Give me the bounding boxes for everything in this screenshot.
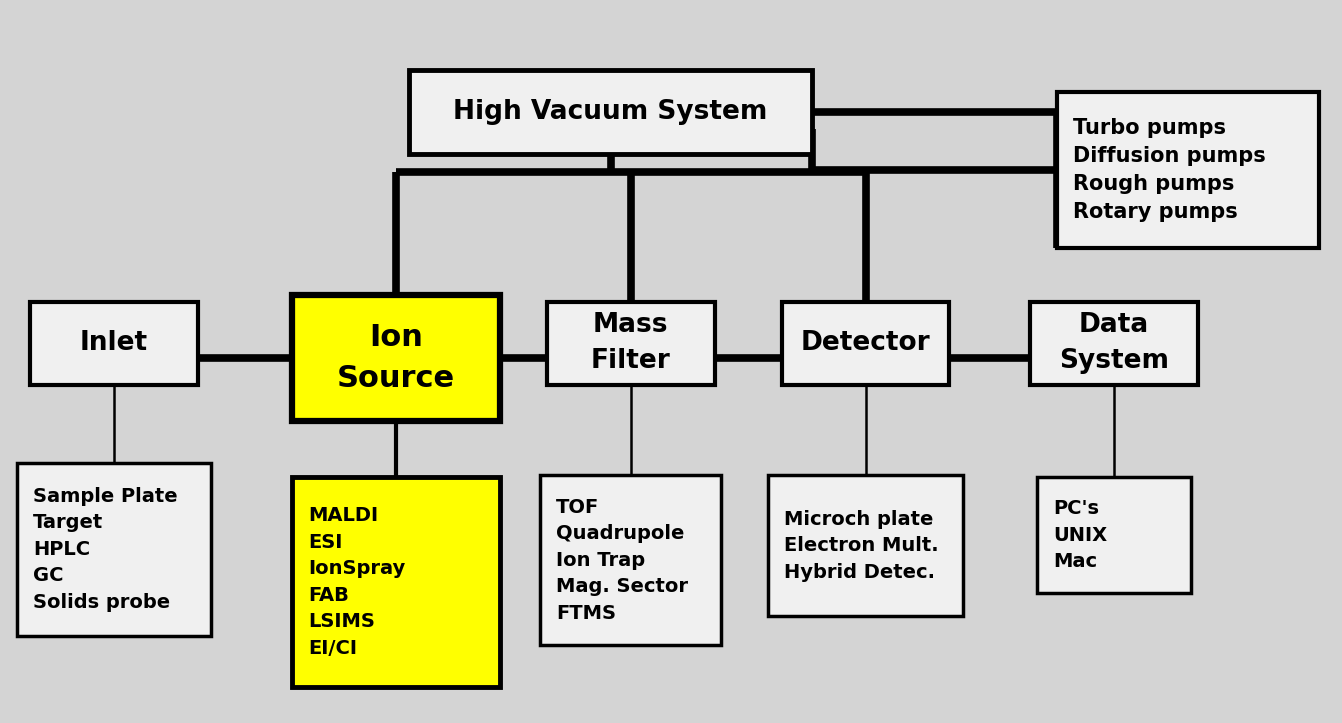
- Text: Inlet: Inlet: [81, 330, 148, 356]
- Text: TOF
Quadrupole
Ion Trap
Mag. Sector
FTMS: TOF Quadrupole Ion Trap Mag. Sector FTMS: [557, 498, 688, 623]
- Bar: [768, 476, 964, 616]
- Bar: [31, 302, 199, 385]
- Bar: [539, 476, 722, 645]
- Bar: [409, 71, 812, 154]
- Text: MALDI
ESI
IonSpray
FAB
LSIMS
EI/CI: MALDI ESI IonSpray FAB LSIMS EI/CI: [307, 506, 405, 658]
- Text: High Vacuum System: High Vacuum System: [454, 99, 768, 125]
- Text: Sample Plate
Target
HPLC
GC
Solids probe: Sample Plate Target HPLC GC Solids probe: [34, 487, 177, 612]
- Bar: [1036, 477, 1190, 593]
- Text: Data
System: Data System: [1059, 312, 1169, 375]
- Bar: [1057, 92, 1318, 247]
- Text: Mass
Filter: Mass Filter: [590, 312, 671, 375]
- Bar: [1031, 302, 1197, 385]
- Text: Ion
Source: Ion Source: [337, 323, 455, 393]
- Bar: [548, 302, 714, 385]
- Bar: [291, 295, 499, 421]
- Text: Turbo pumps
Diffusion pumps
Rough pumps
Rotary pumps: Turbo pumps Diffusion pumps Rough pumps …: [1074, 118, 1266, 222]
- Text: PC's
UNIX
Mac: PC's UNIX Mac: [1052, 499, 1107, 571]
- Bar: [291, 477, 499, 687]
- Text: Detector: Detector: [801, 330, 930, 356]
- Bar: [17, 463, 211, 636]
- Text: Microch plate
Electron Mult.
Hybrid Detec.: Microch plate Electron Mult. Hybrid Dete…: [784, 510, 939, 582]
- Bar: [781, 302, 950, 385]
